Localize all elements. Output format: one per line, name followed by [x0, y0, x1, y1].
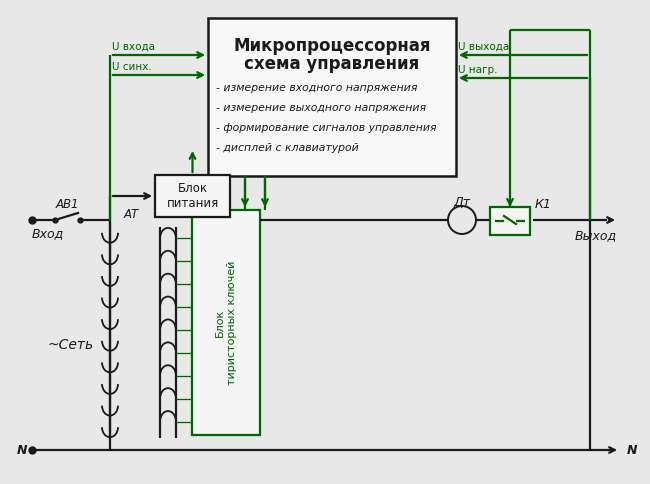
Text: U входа: U входа	[112, 42, 155, 52]
Text: - формирование сигналов управления: - формирование сигналов управления	[216, 123, 437, 133]
Bar	[490, 207, 530, 235]
Text: ~Сеть: ~Сеть	[48, 338, 94, 352]
Text: U синх.: U синх.	[112, 62, 151, 72]
Text: - измерение выходного напряжения: - измерение выходного напряжения	[216, 103, 426, 113]
Bar	[208, 18, 456, 176]
Text: Блок
тиристорных ключей: Блок тиристорных ключей	[215, 260, 237, 385]
Text: U нагр.: U нагр.	[458, 65, 497, 75]
Bar	[192, 210, 260, 435]
Text: Выход: Выход	[575, 229, 617, 242]
Text: АВ1: АВ1	[55, 197, 79, 211]
Text: Микропроцессорная: Микропроцессорная	[233, 37, 431, 55]
Text: U выхода: U выхода	[458, 42, 509, 52]
Text: АТ: АТ	[124, 208, 139, 221]
Text: - дисплей с клавиатурой: - дисплей с клавиатурой	[216, 143, 359, 153]
Bar	[155, 175, 230, 217]
Text: Вход: Вход	[32, 227, 64, 241]
Text: N: N	[17, 443, 27, 456]
Text: схема управления: схема управления	[244, 55, 420, 73]
Text: - измерение входного напряжения: - измерение входного напряжения	[216, 83, 417, 93]
Text: К1: К1	[535, 197, 552, 211]
Text: Блок
питания: Блок питания	[166, 182, 218, 210]
Text: Дт: Дт	[454, 196, 471, 209]
Text: N: N	[627, 443, 638, 456]
